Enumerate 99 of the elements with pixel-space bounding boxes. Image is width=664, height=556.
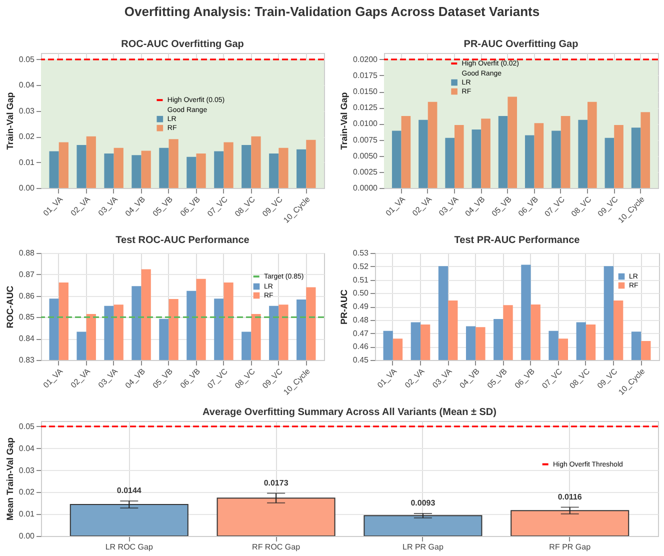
y-tick-label: 0.00: [18, 532, 36, 540]
bar: [510, 510, 630, 536]
chart-title: PR-AUC Overfitting Gap: [464, 39, 578, 50]
bar: [560, 116, 570, 188]
y-tick-label: 0.01: [18, 158, 36, 167]
bar: [186, 156, 196, 188]
chart-title: Average Overfitting Summary Across All Variants (Mean ± SD): [202, 407, 496, 418]
bar: [196, 154, 206, 188]
data-label: 0.0116: [558, 492, 582, 502]
data-label: 0.0173: [264, 478, 289, 488]
bar: [141, 150, 151, 188]
y-tick-label: 0.0100: [353, 119, 378, 128]
bar: [604, 138, 614, 188]
bar: [640, 112, 650, 188]
y-tick-label: 0.85: [18, 312, 36, 322]
bar: [224, 142, 234, 188]
y-axis-title: PR-AUC: [338, 289, 349, 324]
bar: [578, 120, 588, 188]
chart-title: Test ROC-AUC Performance: [116, 235, 250, 246]
bar: [454, 125, 464, 188]
bar: [159, 148, 169, 188]
bar: [552, 130, 561, 188]
bar: [114, 148, 124, 188]
y-axis-title: ROC-AUC: [4, 285, 15, 328]
y-tick-label: 0.86: [18, 291, 36, 300]
bar: [306, 140, 316, 188]
y-tick-label: 0.47: [352, 328, 370, 338]
bar: [214, 151, 224, 188]
y-tick-label: 0.49: [352, 302, 370, 311]
y-tick-label: 0.05: [18, 54, 36, 64]
y-tick-label: 0.0050: [353, 151, 378, 160]
y-tick-label: 0.84: [18, 334, 36, 344]
bar: [498, 116, 508, 188]
y-tick-label: 0.45: [352, 356, 370, 364]
bar: [58, 142, 68, 188]
bar: [296, 149, 306, 188]
y-tick-label: 0.0000: [353, 184, 378, 192]
bar: [49, 151, 59, 188]
y-tick-label: 0.0150: [353, 87, 378, 96]
bar: [588, 102, 597, 188]
y-tick-label: 0.87: [18, 270, 36, 279]
y-axis-title: Train-Val Gap: [339, 92, 350, 150]
y-tick-label: 0.05: [18, 422, 36, 431]
y-tick-label: 0.50: [352, 288, 370, 298]
bar: [481, 118, 490, 188]
bar: [132, 155, 142, 188]
y-tick-label: 0.88: [18, 248, 36, 258]
y-tick-label: 0.04: [18, 444, 36, 453]
bar: [614, 125, 624, 188]
y-tick-label: 0.0075: [353, 135, 378, 144]
bar: [216, 498, 336, 536]
x-tick-label: LR ROC Gap: [105, 542, 154, 552]
y-tick-label: 0.03: [18, 106, 36, 116]
x-tick-label: RF ROC Gap: [252, 542, 301, 552]
bar: [70, 504, 188, 536]
x-tick-label: RF PR Gap: [549, 542, 592, 552]
chart-title: Test PR-AUC Performance: [454, 235, 580, 246]
bar: [104, 154, 114, 188]
y-tick-label: 0.01: [18, 510, 36, 519]
bar: [76, 145, 86, 188]
y-tick-label: 0.0175: [353, 71, 378, 80]
text: Overfitting Analysis: Train-Validation Gaps Across Dataset Variants: [123, 4, 541, 19]
bar: [445, 138, 454, 188]
bar: [428, 102, 438, 188]
y-tick-label: 0.53: [352, 248, 370, 258]
y-tick-label: 0.02: [18, 132, 36, 142]
bar: [86, 136, 96, 188]
y-tick-label: 0.51: [352, 275, 370, 284]
y-tick-label: 0.83: [18, 356, 36, 364]
bar: [401, 116, 411, 188]
y-tick-label: 0.0025: [353, 167, 378, 176]
y-tick-label: 0.00: [18, 184, 36, 192]
y-tick-label: 0.0125: [353, 103, 378, 112]
data-label: 0.0144: [116, 486, 142, 495]
bar: [631, 128, 641, 188]
x-tick-label: LR PR Gap: [402, 542, 444, 552]
bar: [269, 154, 279, 188]
bar: [242, 145, 252, 188]
bar: [168, 139, 178, 188]
chart-title: ROC-AUC Overfitting Gap: [121, 39, 244, 50]
bar: [534, 123, 544, 188]
y-tick-label: 0.03: [18, 466, 36, 475]
y-tick-label: 0.46: [352, 342, 370, 352]
bar: [472, 130, 482, 188]
y-tick-label: 0.48: [352, 315, 370, 324]
data-label: 0.0093: [410, 498, 436, 508]
y-tick-label: 0.02: [18, 488, 36, 497]
y-tick-label: 0.52: [352, 262, 370, 271]
bar: [524, 135, 534, 188]
bar: [251, 136, 261, 188]
bar: [508, 96, 518, 188]
bar: [364, 515, 482, 536]
y-tick-label: 0.04: [18, 80, 36, 90]
bar: [278, 148, 288, 188]
y-axis-title: Train-Val Gap: [4, 92, 15, 150]
y-axis-title: Mean Train-Val Gap: [4, 436, 15, 521]
bar: [392, 130, 402, 188]
y-tick-label: 0.0200: [353, 54, 378, 64]
bar: [418, 120, 428, 188]
